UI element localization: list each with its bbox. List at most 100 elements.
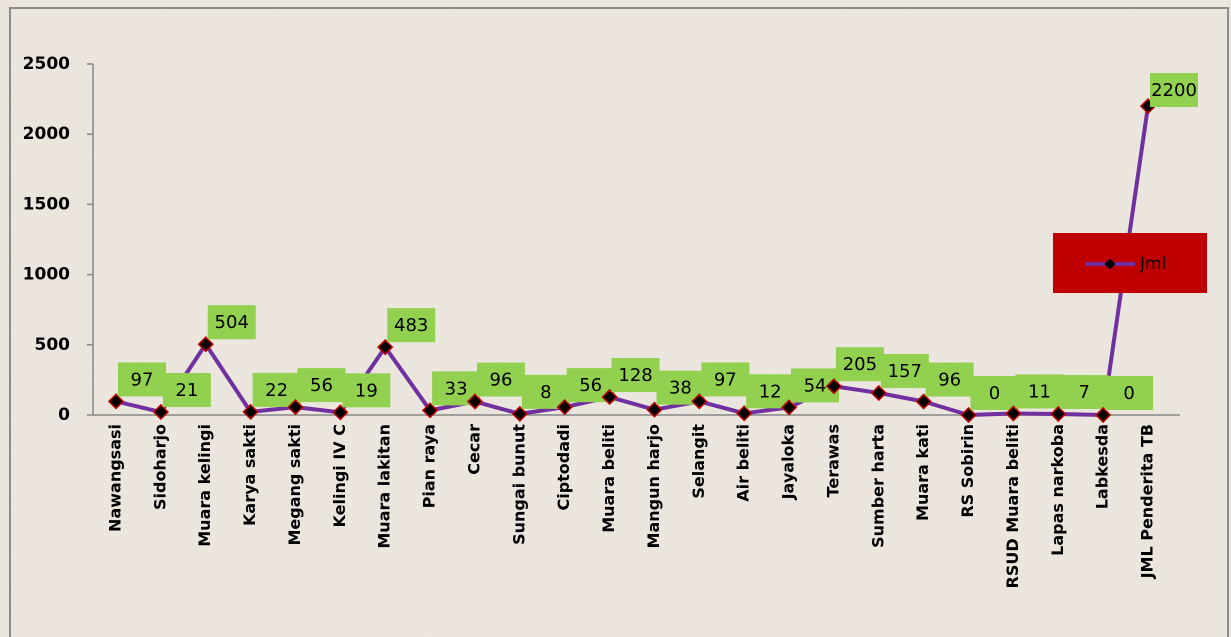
data-label: 97: [118, 362, 166, 397]
x-tick-label: Muara kelingi: [195, 424, 214, 547]
data-label-text: 33: [445, 378, 468, 399]
point-marker: [780, 399, 798, 416]
data-label-text: 2200: [1151, 80, 1197, 101]
data-label-box: [611, 358, 660, 393]
point-marker: [152, 403, 170, 421]
data-label-box: [1060, 375, 1109, 410]
data-label-text: 7: [1079, 382, 1090, 403]
data-label: 11: [1015, 374, 1064, 409]
data-label-text: 56: [579, 375, 602, 396]
data-label-text: 0: [989, 383, 1000, 404]
data-label: 504: [207, 305, 256, 340]
data-label-text: 56: [310, 375, 333, 396]
point-marker: [1005, 405, 1022, 422]
y-tick-label: 2500: [23, 54, 70, 74]
data-label-text: 54: [804, 375, 827, 396]
data-label-text: 21: [175, 380, 198, 401]
data-label-text: 8: [540, 382, 551, 403]
x-tick-label: Selangit: [689, 424, 708, 499]
data-label: 97: [701, 362, 750, 397]
point-marker: [736, 405, 753, 422]
x-tick-label: Sidoharjo: [150, 424, 169, 510]
x-tick-label: Ciptodadi: [554, 424, 573, 511]
x-tick-label: Terawas: [823, 424, 842, 497]
point-marker: [1094, 406, 1112, 424]
x-tick-label: Megang sakti: [285, 424, 304, 546]
point-marker: [287, 399, 304, 416]
point-marker: [421, 402, 439, 419]
data-label-text: 12: [759, 381, 782, 402]
y-tick-label: 2000: [23, 124, 70, 144]
data-label: 128: [611, 358, 660, 393]
point-marker: [915, 393, 932, 410]
data-label-text: 97: [714, 369, 737, 390]
point-marker: [1050, 405, 1067, 423]
data-label-text: 157: [888, 361, 922, 382]
x-tick-label: Karya sakti: [240, 424, 259, 526]
x-tick-label: Cecar: [464, 424, 483, 475]
x-tick-label: RSUD Muara beliti: [1003, 424, 1022, 588]
data-label: 96: [925, 362, 974, 397]
data-label: 0: [1105, 376, 1154, 410]
data-label: 96: [476, 362, 525, 397]
data-label-box: [342, 373, 391, 408]
legend-marker: [1104, 258, 1116, 270]
point-marker: [825, 378, 843, 395]
data-label-text: 22: [265, 380, 288, 401]
x-tick-label: Jayaloka: [779, 424, 798, 500]
data-label: 21: [162, 373, 211, 408]
data-label-box: [207, 305, 256, 340]
data-label-box: [701, 362, 750, 397]
data-label: 19: [342, 373, 391, 408]
x-tick-label: Muara kati: [913, 424, 932, 521]
point-marker: [601, 388, 618, 406]
point-marker: [691, 393, 708, 410]
data-label: 483: [387, 308, 436, 343]
data-label-box: [925, 362, 974, 397]
data-label-box: [476, 362, 525, 397]
data-label-text: 483: [394, 315, 428, 336]
point-marker: [511, 405, 528, 423]
data-label-box: [1105, 376, 1154, 410]
data-label-text: 128: [618, 365, 652, 386]
x-tick-label: Sumber harta: [868, 424, 887, 548]
point-marker: [870, 384, 887, 402]
x-tick-label: Sungai bunut: [509, 424, 528, 545]
x-tick-label: Muara beliti: [599, 424, 618, 533]
point-marker: [377, 339, 394, 356]
legend: Jml: [1053, 233, 1207, 293]
data-label-text: 11: [1028, 381, 1051, 402]
data-label-box: [1150, 73, 1198, 107]
x-tick-label: Pian raya: [420, 424, 439, 508]
data-label-box: [162, 373, 211, 408]
chart-border: [9, 7, 1229, 637]
data-label-box: [387, 308, 436, 343]
data-label-text: 0: [1123, 383, 1134, 404]
point-marker: [107, 393, 125, 410]
point-marker: [556, 399, 573, 416]
y-tick-label: 1000: [23, 265, 70, 285]
point-marker: [466, 393, 484, 410]
x-tick-label: RS Sobirin: [958, 424, 977, 518]
data-label-box: [1015, 374, 1064, 409]
data-label-box: [118, 362, 166, 397]
x-tick-label: JML Penderita TB: [1138, 424, 1157, 579]
legend-label: Jml: [1139, 254, 1166, 274]
point-marker: [197, 336, 214, 353]
data-label-box: [880, 353, 929, 388]
data-label: 22: [252, 372, 301, 407]
data-label-text: 504: [215, 312, 249, 333]
x-tick-label: Kelingi IV C: [330, 424, 349, 527]
x-tick-label: Labkesda: [1093, 424, 1112, 509]
data-label-box: [297, 368, 346, 403]
data-label: 33: [432, 371, 481, 406]
data-label: 7: [1060, 375, 1109, 410]
y-tick-label: 1500: [23, 194, 70, 214]
point-marker: [646, 401, 663, 418]
data-label-box: [252, 372, 301, 407]
x-tick-label: Nawangsasi: [106, 424, 125, 532]
data-label-text: 205: [843, 354, 877, 375]
data-label-text: 19: [355, 380, 378, 401]
